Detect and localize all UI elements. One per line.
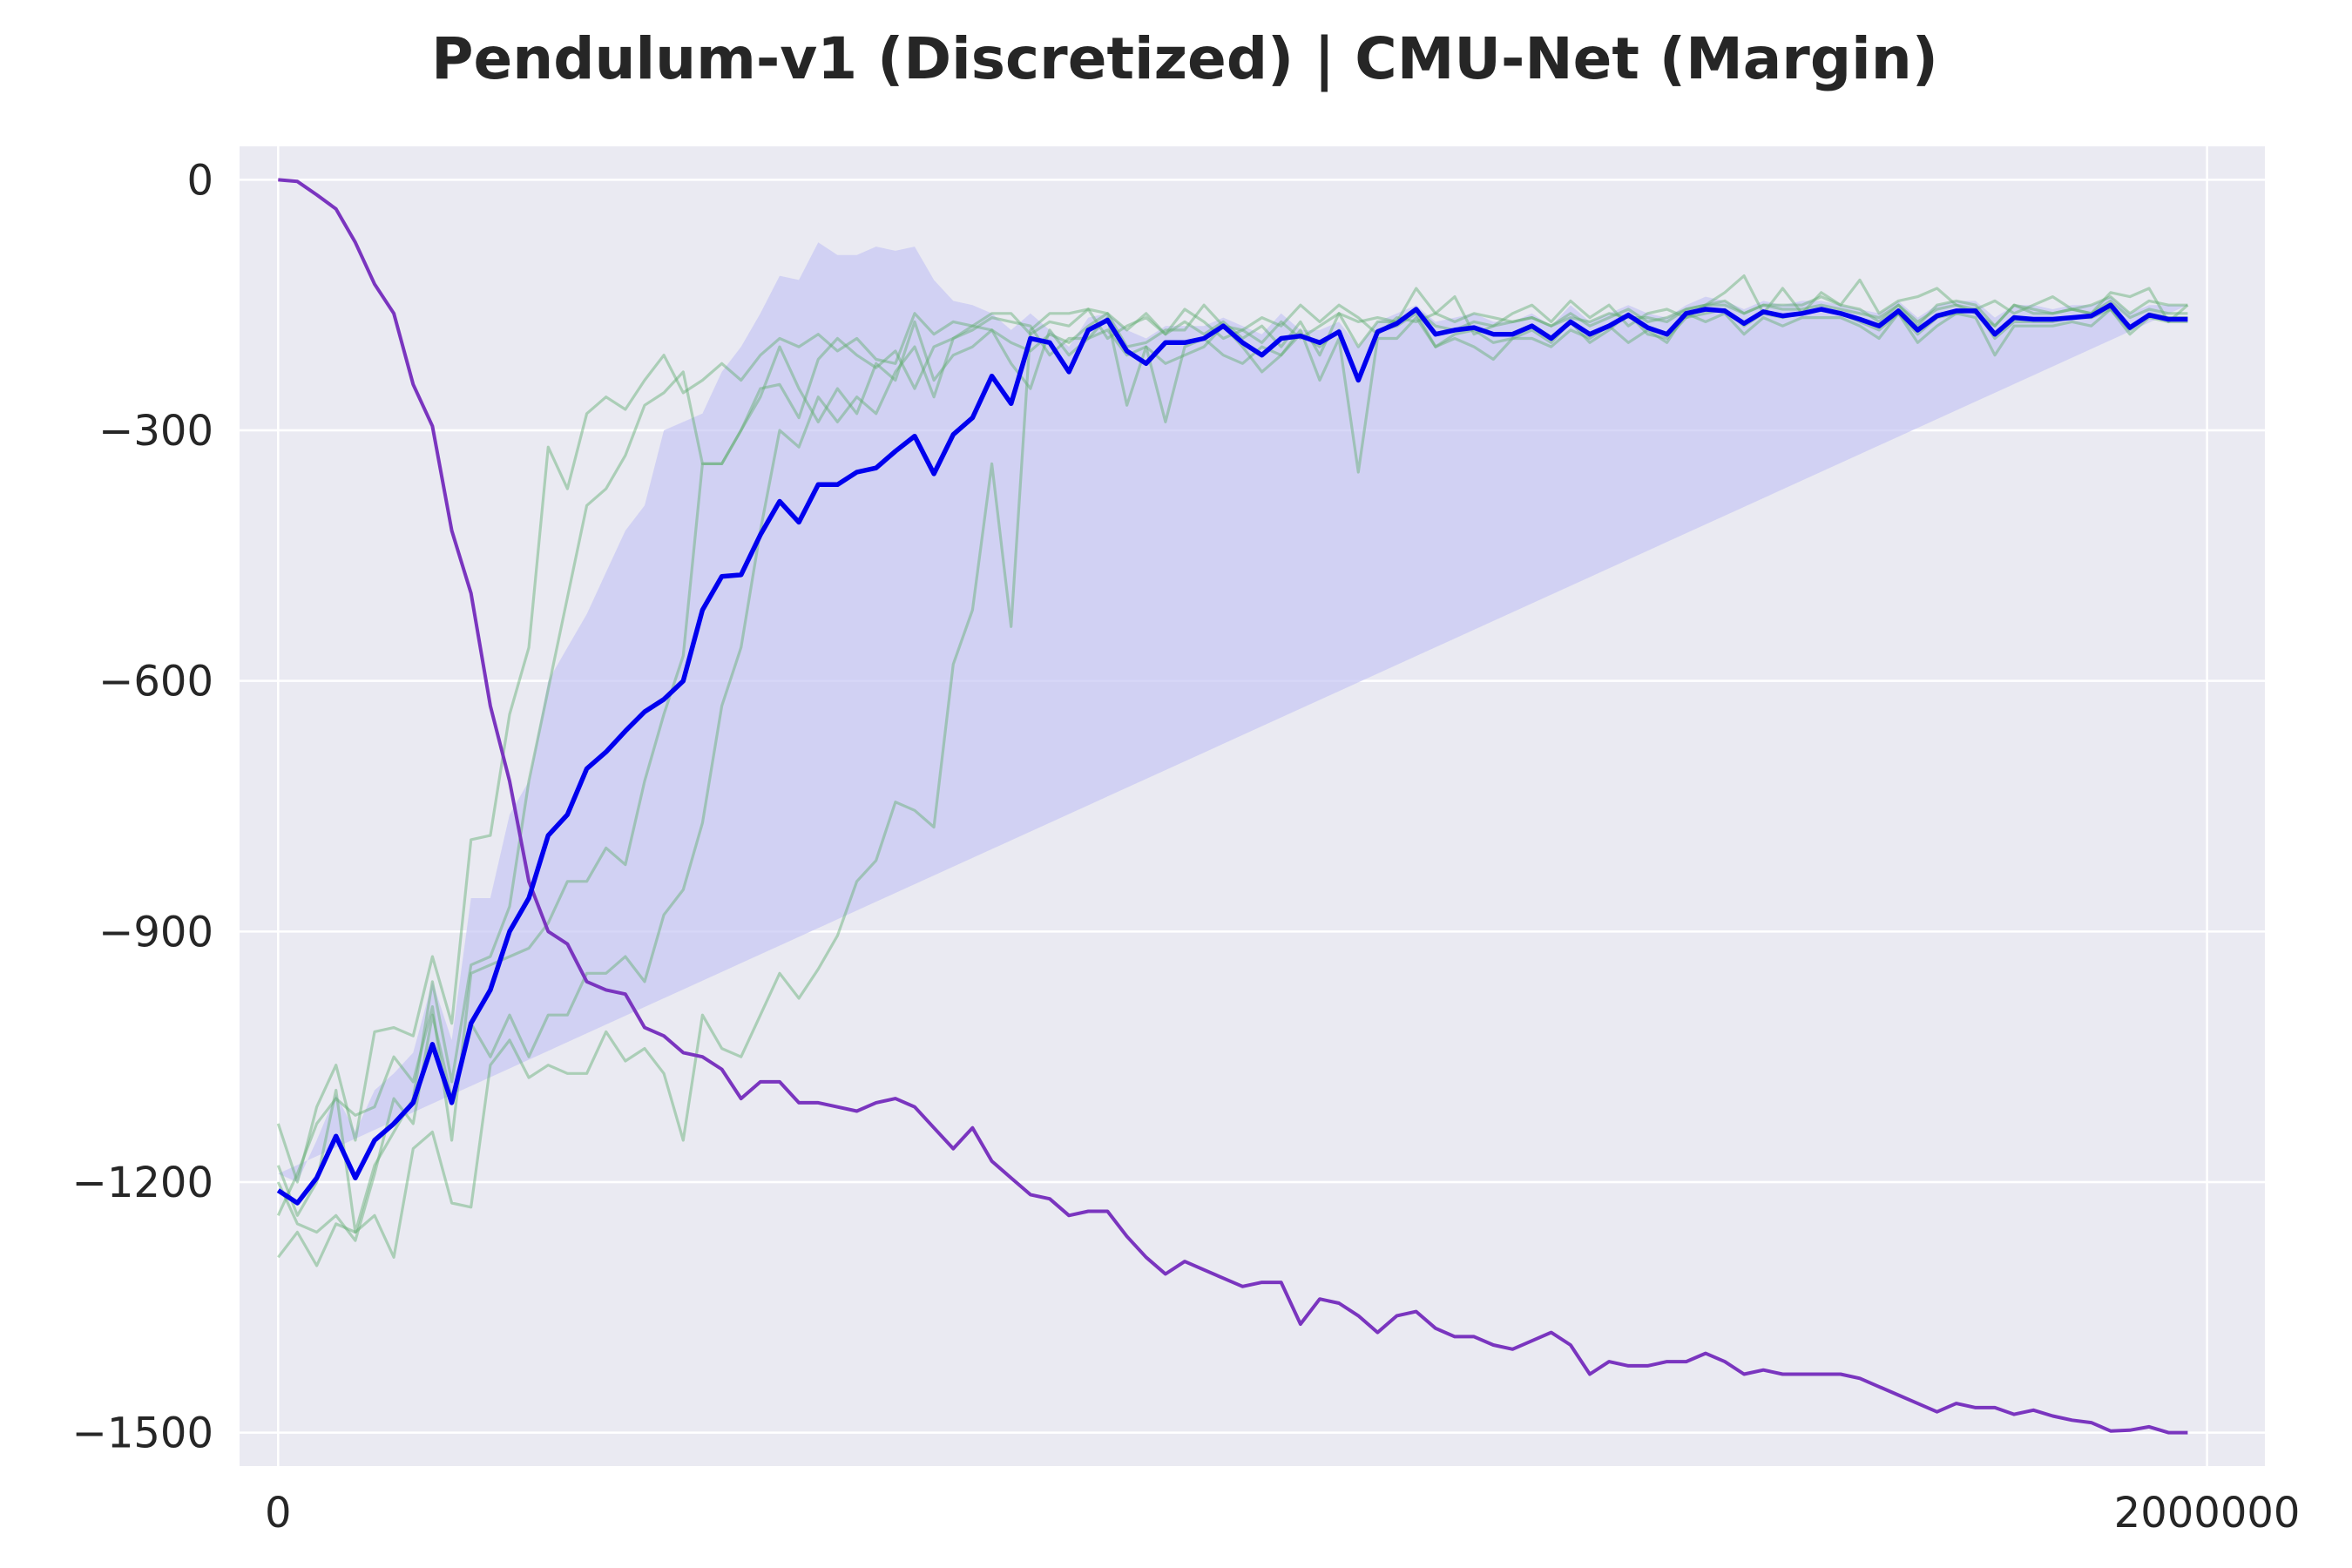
y-tick-label-5: −1500 — [72, 1409, 213, 1458]
mean-line — [276, 302, 2188, 1206]
series-layer — [276, 178, 2189, 1435]
y-tick-label-3: −900 — [98, 908, 213, 956]
x-tick-label-0: 0 — [265, 1489, 292, 1538]
chart-title: Pendulum-v1 (Discretized) | CMU-Net (Mar… — [431, 25, 1938, 93]
run-line-2 — [276, 299, 2188, 1234]
y-tick-label-4: −1200 — [72, 1159, 213, 1207]
y-tick-labels: 0 −300 −600 −900 −1200 −1500 — [72, 156, 213, 1457]
x-tick-labels: 0 2000000 — [265, 1489, 2300, 1538]
x-tick-label-1: 2000000 — [2114, 1489, 2301, 1538]
y-tick-label-0: 0 — [186, 156, 213, 205]
mean-confidence-band — [278, 242, 2188, 1182]
y-tick-label-2: −600 — [98, 658, 213, 706]
y-tick-label-1: −300 — [98, 407, 213, 456]
run-line-3 — [276, 308, 2188, 1216]
run-line-5 — [277, 287, 2188, 1267]
purple-line — [278, 178, 2188, 1435]
